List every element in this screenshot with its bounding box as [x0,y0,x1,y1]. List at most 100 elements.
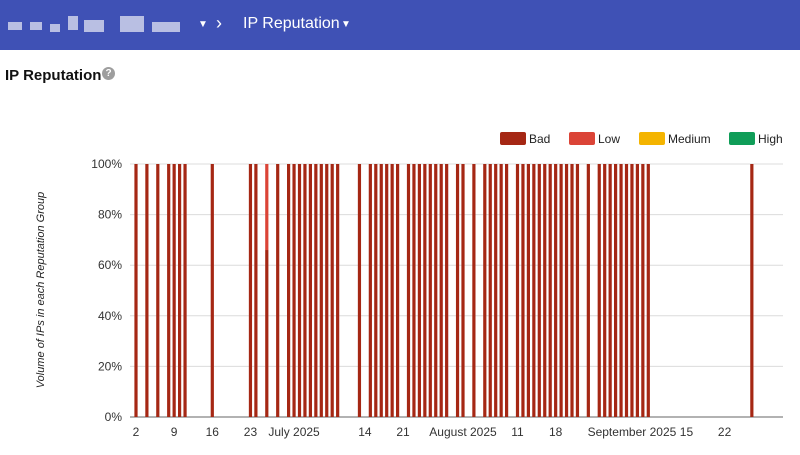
bar-bad [428,164,432,417]
x-tick-label: 23 [244,425,258,439]
bar-bad [390,164,394,417]
bar-bad [319,164,323,417]
account-selector[interactable]: ▼ [8,16,208,36]
page-title: IP Reputation [5,67,102,84]
x-tick-label: 18 [549,425,563,439]
y-axis-label: Volume of IPs in each Reputation Group [35,192,47,389]
bar-bad [597,164,601,417]
bar-bad [641,164,645,417]
x-tick-label: 15 [680,425,694,439]
legend-label-medium: Medium [668,132,711,146]
x-tick-label: 16 [206,425,220,439]
bar-bad [287,164,291,417]
bar-bad [543,164,547,417]
x-tick-label: September 2025 [588,425,677,439]
bar-bad [439,164,443,417]
bar-bad [472,164,476,417]
redacted-account-name [120,16,144,32]
redacted-account-name [50,24,60,32]
x-tick-label: 14 [358,425,372,439]
bar-bad [624,164,629,417]
legend-swatch-high [729,132,755,145]
bar-bad [630,164,634,417]
x-tick-label: 22 [718,425,732,439]
bar-bad [537,164,541,417]
legend-swatch-bad [500,132,526,145]
bar-bad [183,164,187,417]
bar-bad [554,164,558,417]
bar-bad [570,164,574,417]
bar-bad [314,164,318,417]
y-tick-label: 80% [98,208,122,222]
bar-bad [461,164,465,417]
bar-bad [330,164,334,417]
help-icon[interactable]: ? [102,67,115,80]
breadcrumb-ip-reputation[interactable]: IP Reputation [243,15,340,32]
bar-bad [172,164,176,417]
bar-bad [750,164,754,417]
bar-bad [455,164,460,417]
bar-bad [603,164,607,417]
bar-bad [145,164,149,417]
legend-swatch-low [569,132,595,145]
x-tick-label: July 2025 [268,425,320,439]
bar-bad [374,164,378,417]
bar-bad [379,164,383,417]
bar-bad [646,164,650,417]
bar-bad [515,164,520,417]
bar-bad [385,164,389,417]
bar-bad [488,164,492,417]
top-app-bar: ▼ › IP Reputation ▼ [0,0,800,50]
bar-bad [134,164,138,417]
redacted-account-name [8,22,22,30]
chevron-right-icon: › [216,13,222,33]
dropdown-caret-icon[interactable]: ▼ [198,19,208,30]
bar-bad [614,164,618,417]
bar-low [265,164,269,251]
bar-bad [368,164,372,417]
bar-bad [178,164,182,417]
y-tick-label: 40% [98,309,122,323]
bar-bad [505,164,509,417]
y-tick-label: 100% [91,157,122,171]
bar-bad [336,164,340,417]
bar-bad [483,164,487,417]
bar-bad [635,164,639,417]
bar-bad [248,164,253,417]
redacted-account-name [68,16,78,30]
legend-label-high: High [758,132,783,146]
bar-bad [417,164,421,417]
legend-label-low: Low [598,132,620,146]
x-tick-label: 21 [396,425,410,439]
bar-bad [434,164,438,417]
x-tick-label: August 2025 [429,425,497,439]
bar-bad [548,164,552,417]
bar-bad [494,164,498,417]
bar-bad [564,164,569,417]
bar-bad [265,250,269,417]
redacted-account-name [152,22,180,32]
y-tick-label: 20% [98,359,122,373]
bar-bad [167,164,171,417]
bar-bad [276,164,280,417]
bar-bad [586,164,590,417]
bar-bad [308,164,312,417]
dropdown-caret-icon[interactable]: ▼ [341,19,351,30]
bar-bad [532,164,536,417]
bar-bad [325,164,329,417]
bar-bad [526,164,530,417]
legend-label-bad: Bad [529,132,550,146]
bar-bad [412,164,416,417]
x-tick-label: 9 [171,425,178,439]
bar-bad [423,164,427,417]
x-tick-label: 2 [133,425,140,439]
redacted-account-name [84,20,104,32]
bar-bad [292,164,296,417]
redacted-account-name [30,22,42,30]
bar-bad [210,164,214,417]
bar-bad [608,164,612,417]
bar-bad [619,164,623,417]
y-tick-label: 60% [98,258,122,272]
bar-bad [396,164,400,417]
legend-swatch-medium [639,132,665,145]
